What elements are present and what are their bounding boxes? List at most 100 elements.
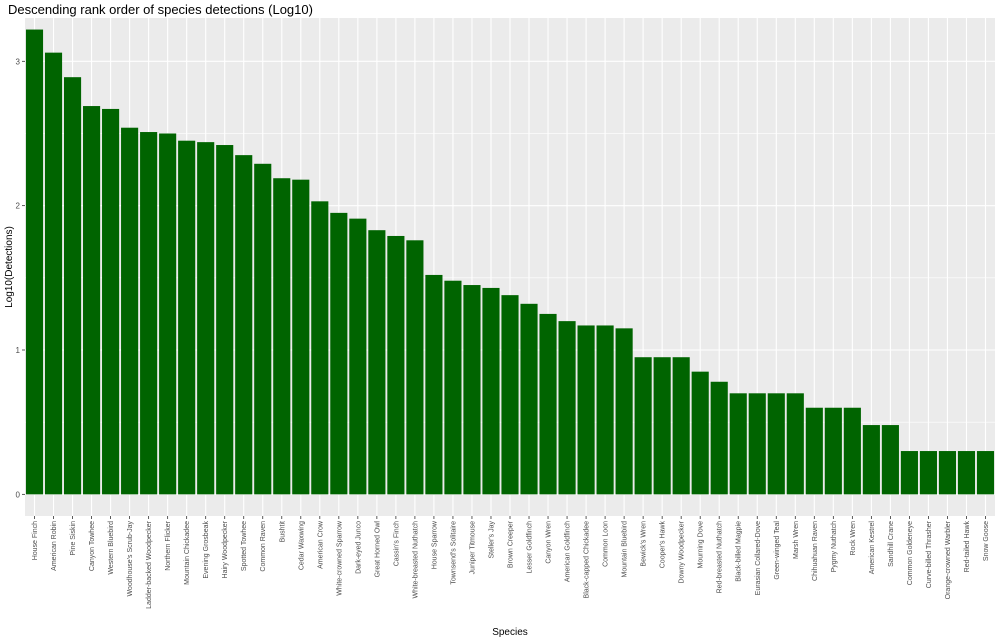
x-tick-label: Bushtit (279, 521, 286, 542)
chart-title: Descending rank order of species detecti… (8, 2, 313, 17)
x-tick-label: Cassin's Finch (393, 521, 400, 566)
x-tick-label: Common Loon (603, 521, 610, 567)
bar (406, 240, 424, 495)
bar (330, 212, 348, 495)
x-tick-label: Juniper Titmouse (469, 521, 476, 574)
bar (748, 393, 766, 495)
bar (121, 127, 139, 495)
bar (520, 303, 538, 495)
x-tick-label: Ladder-backed Woodpecker (146, 520, 153, 608)
bar (596, 325, 614, 495)
bar (25, 29, 44, 495)
x-tick-label: White-crowned Sparrow (336, 520, 343, 596)
x-tick-label: Brown Creeper (508, 520, 515, 568)
x-tick-label: Bewick's Wren (641, 521, 648, 567)
x-tick-label: Green-winged Teal (774, 521, 781, 580)
bar (216, 145, 234, 495)
bar (843, 407, 861, 495)
x-tick-label: Snow Goose (983, 521, 990, 561)
bar (710, 381, 728, 495)
x-tick-label: American Goldfinch (565, 521, 572, 582)
bar (368, 230, 386, 495)
bar (235, 155, 253, 495)
bar (501, 295, 519, 495)
bar (140, 132, 158, 495)
x-tick-label: Evening Grosbeak (203, 521, 210, 579)
y-tick-label: 1 (16, 346, 21, 355)
x-tick-label: Hairy Woodpecker (222, 520, 229, 578)
bar (292, 179, 310, 495)
x-tick-label: Black-capped Chickadee (584, 521, 591, 599)
x-axis-title: Species (492, 627, 528, 638)
bar (881, 425, 899, 495)
bar (273, 178, 291, 495)
x-tick-label: Great Horned Owl (374, 521, 381, 578)
x-tick-label: Marsh Wren (793, 521, 800, 559)
x-tick-label: Mountain Chickadee (184, 521, 191, 585)
bar (254, 163, 272, 495)
bar (444, 280, 462, 495)
bar (387, 235, 405, 495)
x-tick-label: Pine Siskin (70, 521, 77, 556)
x-tick-label: American Crow (317, 520, 324, 569)
x-tick-label: Mourning Dove (698, 521, 705, 569)
x-tick-label: Western Bluebird (108, 521, 115, 575)
x-tick-label: White-breasted Nuthatch (412, 521, 419, 599)
bar (862, 425, 880, 495)
x-tick-label: Common Goldeneye (907, 521, 914, 585)
bar (425, 274, 443, 495)
bar (159, 133, 177, 495)
y-axis-title: Log10(Detections) (4, 226, 15, 308)
x-tick-label: American Robin (51, 521, 58, 571)
bar (824, 407, 842, 495)
x-tick-label: House Finch (32, 521, 39, 560)
bar (767, 393, 785, 495)
bar (102, 108, 120, 495)
x-tick-label: Woodhouse's Scrub-Jay (127, 521, 134, 597)
x-tick-label: American Kestrel (869, 521, 876, 575)
y-tick-label: 0 (16, 490, 21, 499)
x-tick-label: Canyon Towhee (89, 521, 96, 571)
bar (634, 357, 652, 495)
bar (482, 287, 500, 495)
bar (44, 52, 63, 495)
bar (938, 451, 957, 495)
x-tick-label: Canyon Wren (546, 521, 553, 564)
x-tick-label: Cooper's Hawk (660, 521, 667, 569)
x-tick-label: Chihuahuan Raven (812, 521, 819, 581)
bar (349, 218, 367, 495)
x-tick-label: Northern Flicker (165, 520, 172, 570)
x-tick-label: Red-tailed Hawk (964, 521, 971, 573)
bar (691, 371, 709, 495)
x-tick-label: Common Raven (260, 521, 267, 572)
bar (729, 393, 747, 495)
x-tick-label: Sandhill Crane (888, 521, 895, 567)
bar (615, 328, 633, 495)
x-tick-label: Downy Woodpecker (679, 520, 686, 583)
bar (463, 285, 481, 495)
x-tick-label: House Sparrow (431, 520, 438, 569)
y-tick-label: 3 (16, 57, 21, 66)
bar (919, 451, 937, 495)
x-tick-label: Eurasian Collared-Dove (755, 521, 762, 595)
x-tick-label: Cedar Waxwing (298, 521, 305, 570)
bar (900, 451, 918, 495)
bar (178, 140, 196, 495)
bar (577, 325, 595, 495)
x-tick-label: Spotted Towhee (241, 521, 248, 571)
x-tick-label: Townsend's Solitaire (450, 521, 457, 585)
x-tick-label: Red-breasted Nuthatch (717, 521, 724, 593)
x-tick-label: Curve-billed Thrasher (926, 520, 933, 588)
bar (653, 357, 671, 495)
bar (786, 393, 804, 495)
bar (976, 451, 995, 495)
y-tick-label: 2 (16, 202, 21, 211)
x-tick-label: Pygmy Nuthatch (831, 521, 838, 572)
x-tick-label: Lesser Goldfinch (527, 521, 534, 574)
bar (558, 321, 576, 495)
x-tick-label: Steller's Jay (488, 521, 495, 559)
x-tick-label: Dark-eyed Junco (355, 521, 362, 574)
bar (672, 357, 690, 495)
bar (63, 77, 82, 495)
